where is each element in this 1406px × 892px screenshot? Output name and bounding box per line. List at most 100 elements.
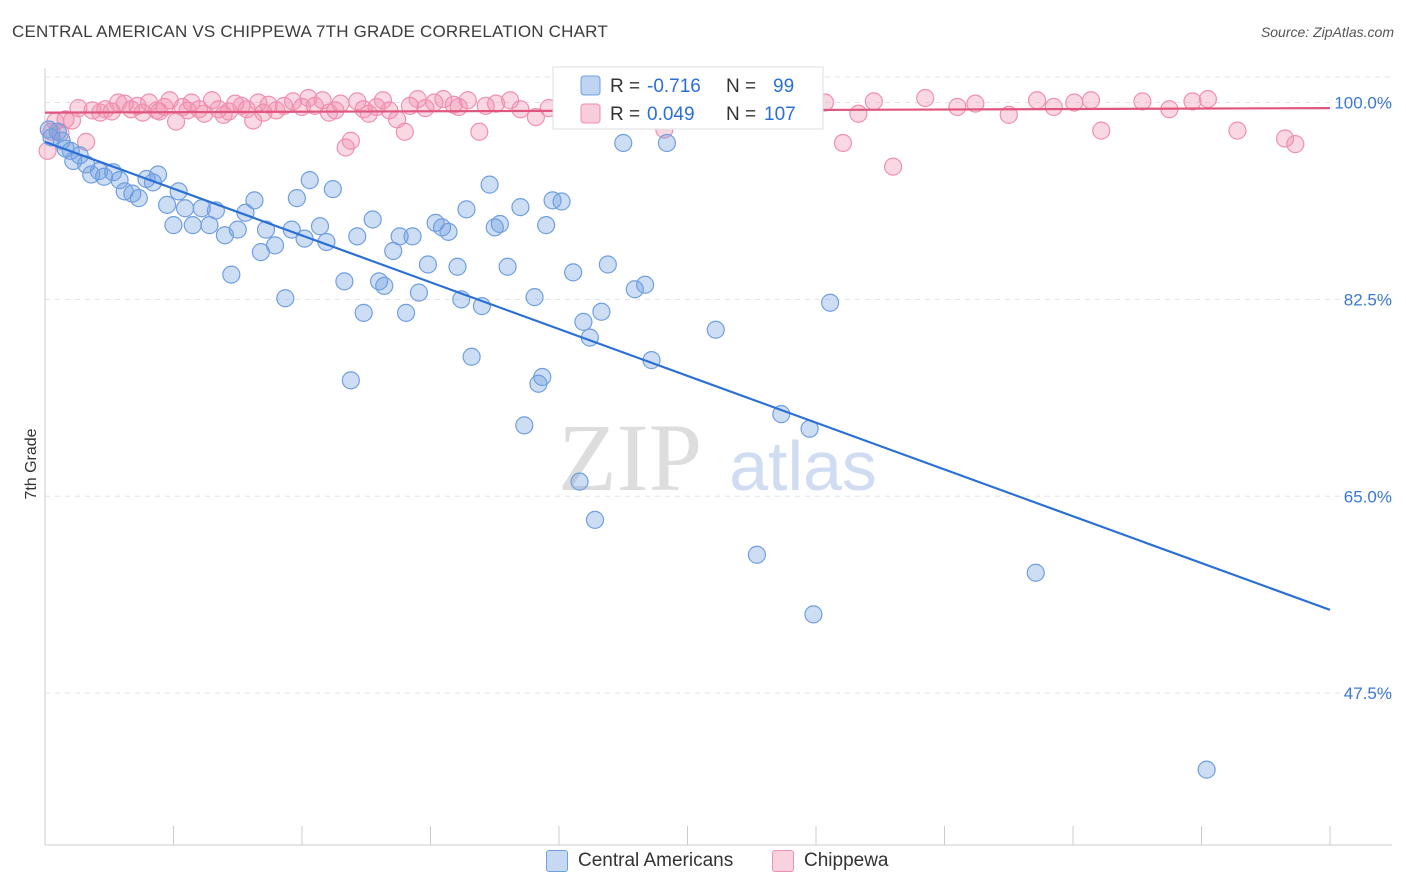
legend-bottom: Central Americans Chippewa <box>0 850 1406 880</box>
central-americans-point <box>403 227 422 246</box>
chippewa-point <box>195 104 214 123</box>
central-americans-point <box>625 280 644 299</box>
central-americans-point <box>533 367 552 387</box>
central-americans-point <box>164 216 183 235</box>
central-americans-point <box>256 220 276 239</box>
chippewa-point <box>283 92 303 111</box>
central-americans-point <box>348 227 367 246</box>
central-americans-point <box>706 320 725 339</box>
scatter-chart: ZIP atlas 100.0%82.5%65.0%47.5%0.0%100.0… <box>23 66 1392 846</box>
chippewa-point <box>202 91 222 110</box>
chippewa-point <box>470 122 489 141</box>
chippewa-point <box>916 88 935 108</box>
central-americans-point <box>228 220 247 239</box>
y-tick-label-3: 47.5% <box>1344 684 1392 703</box>
chippewa-point <box>434 90 453 109</box>
central-americans-point <box>396 303 416 322</box>
central-americans-point <box>341 371 360 390</box>
chippewa-point <box>331 94 350 113</box>
chippewa-point <box>526 108 545 127</box>
central-americans-point <box>310 217 330 236</box>
central-americans-point <box>614 133 633 153</box>
legend-item-chippewa: Chippewa <box>772 850 889 872</box>
grid-lines <box>45 76 1392 694</box>
chippewa-point <box>849 104 868 123</box>
central-americans-points <box>39 93 1216 779</box>
chippewa-point <box>864 92 883 111</box>
central-americans-point <box>564 263 583 282</box>
chippewa-point <box>359 104 378 123</box>
legend-blue-n-label: N = <box>726 76 756 97</box>
watermark-atlas: atlas <box>729 427 877 505</box>
y-axis-label: 7th Grade <box>23 428 40 499</box>
chippewa-point <box>883 157 903 176</box>
chippewa-point <box>274 96 294 115</box>
source-credit: Source: ZipAtlas.com <box>1260 24 1394 40</box>
watermark-zip: ZIP <box>558 404 702 511</box>
y-tick-label-2: 65.0% <box>1344 487 1392 506</box>
central-americans-point <box>390 227 409 246</box>
chart-title: CENTRAL AMERICAN VS CHIPPEWA 7TH GRADE C… <box>12 22 608 41</box>
chippewa-point <box>966 94 985 113</box>
central-americans-point <box>525 288 544 307</box>
chippewa-point <box>1198 90 1218 109</box>
legend-item-central-americans: Central Americans <box>546 850 733 872</box>
central-americans-point <box>592 302 611 321</box>
y-tick-label-1: 82.5% <box>1344 290 1392 309</box>
central-americans-point <box>183 216 202 235</box>
chippewa-point <box>373 91 393 110</box>
chippewa-point <box>214 105 233 124</box>
central-americans-point <box>375 276 394 295</box>
chippewa-point <box>182 93 201 112</box>
central-americans-point <box>585 510 605 529</box>
chippewa-point <box>1092 121 1111 140</box>
central-americans-point <box>323 180 342 199</box>
central-americans-point <box>570 472 589 491</box>
central-americans-point <box>300 171 319 190</box>
central-americans-point <box>804 605 823 624</box>
chippewa-point <box>1081 91 1101 110</box>
central-americans-point <box>574 312 593 331</box>
central-americans-point <box>515 416 534 435</box>
chippewa-point <box>1286 135 1305 154</box>
y-tick-label-0: 100.0% <box>1334 94 1392 113</box>
central-americans-point <box>95 167 114 186</box>
central-americans-point <box>485 218 504 237</box>
legend-label-chippewa: Chippewa <box>804 850 889 871</box>
central-americans-point <box>409 283 429 302</box>
central-americans-point <box>635 275 655 294</box>
legend-label-central-americans: Central Americans <box>578 850 734 871</box>
central-americans-point <box>265 236 285 255</box>
central-americans-point <box>457 200 476 219</box>
chippewa-point <box>1183 92 1202 111</box>
central-americans-point <box>1026 563 1045 582</box>
chippewa-point <box>833 133 853 153</box>
central-americans-point <box>821 293 840 312</box>
chippewa-point <box>395 122 414 141</box>
central-americans-trend-line <box>44 140 1331 611</box>
central-americans-point <box>110 171 129 190</box>
chippewa-point <box>400 96 420 115</box>
legend-blue-swatch <box>580 75 601 96</box>
central-americans-swatch <box>546 850 568 872</box>
legend-pink-r-label: R = <box>610 104 640 125</box>
chippewa-point <box>1275 129 1295 148</box>
central-americans-point <box>537 216 556 235</box>
legend-blue-r-value: -0.716 <box>647 76 701 97</box>
central-americans-point <box>448 257 467 276</box>
central-americans-point <box>439 222 458 241</box>
watermark: ZIP atlas <box>558 404 877 511</box>
central-americans-point <box>511 198 530 217</box>
legend-blue-r-label: R = <box>610 76 640 97</box>
chippewa-point <box>948 97 967 117</box>
central-americans-point <box>175 199 195 218</box>
legend-blue-n-value: 99 <box>773 76 794 97</box>
central-americans-point <box>245 191 264 210</box>
central-americans-point <box>552 192 571 211</box>
chippewa-point <box>511 100 530 119</box>
central-americans-point <box>490 214 509 234</box>
chippewa-point <box>1228 121 1247 140</box>
central-americans-point <box>222 265 241 284</box>
central-americans-point <box>418 255 438 274</box>
central-americans-point <box>354 303 373 322</box>
